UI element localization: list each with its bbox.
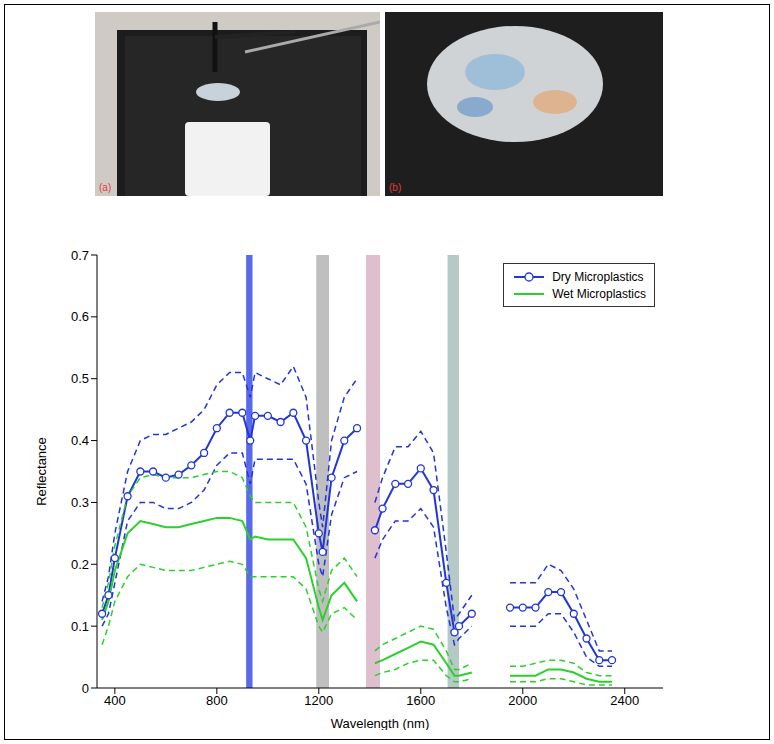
- svg-text:0.6: 0.6: [71, 309, 89, 324]
- svg-text:0.7: 0.7: [71, 248, 89, 263]
- svg-text:Reflectance: Reflectance: [34, 437, 49, 506]
- svg-text:1200: 1200: [304, 693, 333, 708]
- svg-text:0.1: 0.1: [71, 619, 89, 634]
- svg-text:2400: 2400: [610, 693, 639, 708]
- svg-text:2000: 2000: [508, 693, 537, 708]
- svg-text:0.2: 0.2: [71, 557, 89, 572]
- svg-text:0: 0: [82, 681, 89, 696]
- svg-text:800: 800: [206, 693, 228, 708]
- svg-text:Wavelength (nm): Wavelength (nm): [331, 716, 430, 730]
- svg-text:0.3: 0.3: [71, 495, 89, 510]
- html-text:Dry Microplastics: Dry Microplastics: [552, 269, 644, 284]
- svg-text:0.5: 0.5: [71, 371, 89, 386]
- svg-text:(b): (b): [389, 182, 401, 193]
- svg-text:1600: 1600: [406, 693, 435, 708]
- html-text:Wet Microplastics: Wet Microplastics: [552, 286, 646, 301]
- svg-text:(a): (a): [99, 182, 111, 193]
- svg-text:400: 400: [104, 693, 126, 708]
- svg-text:0.4: 0.4: [71, 433, 89, 448]
